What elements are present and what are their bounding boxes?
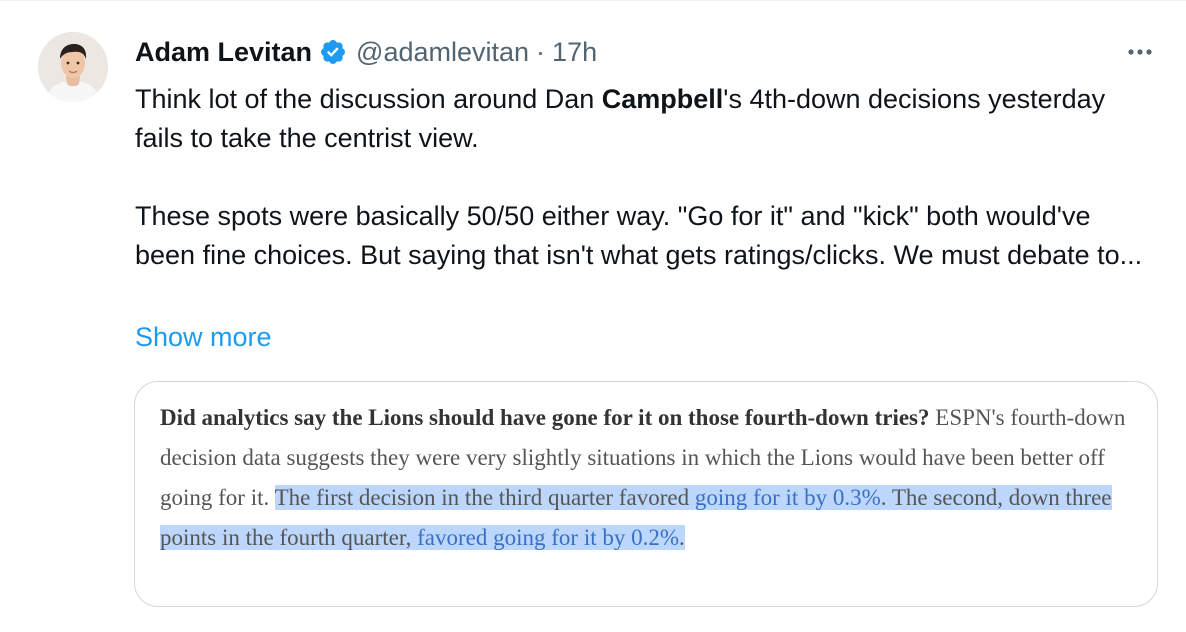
article-screenshot-text: Did analytics say the Lions should have … (160, 398, 1150, 558)
author-handle[interactable]: @adamlevitan (356, 36, 530, 67)
tweet-text-part: Think lot of the discussion around Dan (135, 84, 602, 114)
article-lead-bold: Did analytics say the Lions should have … (160, 405, 930, 430)
more-horizontal-icon (1128, 49, 1152, 55)
tweet-timestamp[interactable]: 17h (552, 36, 598, 67)
avatar-image (38, 32, 108, 102)
tweet-text-bold: Campbell (601, 84, 724, 114)
avatar[interactable] (38, 32, 108, 102)
highlighted-text: The first decision in the third quarter … (274, 485, 695, 510)
article-body: ESPN's fourth-down decision data suggest… (160, 405, 1126, 510)
top-divider (0, 0, 1186, 1)
tweet-paragraph-1: Think lot of the discussion around Dan C… (135, 80, 1155, 158)
highlighted-text: . (679, 525, 685, 550)
paragraph-gap (135, 158, 1155, 197)
header-separator: · (536, 36, 546, 67)
highlighted-link: favored going for it by 0.2% (417, 525, 680, 550)
tweet-text-part: 's 4th-down decisions yesterday fails to… (135, 84, 1106, 153)
author-display-name[interactable]: Adam Levitan (135, 36, 313, 67)
tweet-header: Adam Levitan @adamlevitan · 17h (135, 34, 597, 70)
show-more-link[interactable]: Show more (135, 322, 272, 352)
verified-badge-icon[interactable] (319, 38, 347, 66)
more-options-button[interactable] (1124, 38, 1156, 66)
tweet-paragraph-2: These spots were basically 50/50 either … (135, 201, 1143, 270)
tweet-text: Think lot of the discussion around Dan C… (135, 80, 1155, 275)
highlighted-link: going for it by 0.3% (694, 485, 881, 510)
media-card[interactable]: Did analytics say the Lions should have … (134, 381, 1158, 607)
